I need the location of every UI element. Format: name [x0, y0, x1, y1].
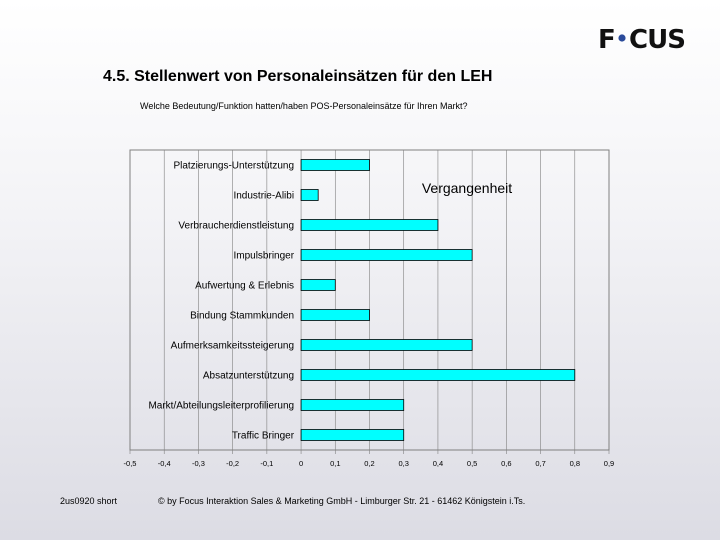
footer-doc-id: 2us0920 short: [60, 496, 118, 506]
logo-text-right: CUS: [629, 25, 685, 54]
bar: [300, 279, 336, 291]
x-tick-label: -0,1: [260, 459, 273, 468]
bar: [300, 249, 473, 261]
page-subtitle: Welche Bedeutung/Funktion hatten/haben P…: [140, 101, 468, 111]
bar: [300, 159, 370, 171]
x-tick-label: -0,4: [158, 459, 171, 468]
x-tick-label: 0,9: [604, 459, 614, 468]
category-label: Impulsbringer: [233, 251, 294, 262]
x-tick-label: 0,4: [433, 459, 443, 468]
logo-dot-icon: [618, 34, 626, 42]
focus-logo: F CUS: [598, 25, 686, 54]
footer-copyright: © by Focus Interaktion Sales & Marketing…: [158, 496, 526, 506]
x-tick-label: 0,8: [570, 459, 580, 468]
x-tick-label: -0,3: [192, 459, 205, 468]
category-label: Bindung Stammkunden: [190, 311, 294, 322]
x-tick-label: 0,6: [501, 459, 511, 468]
legend-label: Vergangenheit: [422, 180, 512, 196]
x-tick-label: 0,1: [330, 459, 340, 468]
category-label: Industrie-Alibi: [233, 191, 294, 202]
category-label: Absatzunterstützung: [203, 371, 294, 382]
bar: [300, 369, 576, 381]
category-label: Markt/Abteilungsleiterprofilierung: [148, 401, 294, 412]
x-tick-labels: -0,5 -0,4 -0,3 -0,2 -0,1 0 0,1 0,2 0,3 0,4 0,5 0,6 0…: [124, 459, 615, 468]
category-label: Platzierungs-Unterstützung: [173, 161, 294, 172]
bar: [300, 339, 473, 351]
category-label: Traffic Bringer: [232, 431, 295, 442]
logo-text-left: F: [598, 25, 615, 54]
category-label: Verbraucherdienstleistung: [178, 221, 294, 232]
bar: [300, 429, 405, 441]
page-title: 4.5. Stellenwert von Personaleinsätzen f…: [103, 68, 493, 85]
x-tick-label: 0,7: [535, 459, 545, 468]
x-tick-label: -0,2: [226, 459, 239, 468]
bar: [300, 399, 405, 411]
bar: [300, 219, 439, 231]
x-tick-label: 0: [299, 459, 303, 468]
x-tick-label: 0,2: [364, 459, 374, 468]
bar: [300, 309, 370, 321]
category-label: Aufwertung & Erlebnis: [195, 281, 294, 292]
bars: [300, 159, 576, 441]
category-label: Aufmerksamkeitssteigerung: [171, 341, 294, 352]
x-tick-label: 0,3: [398, 459, 408, 468]
bar: [300, 189, 319, 201]
category-labels: Platzierungs-Unterstützung Industrie-Alib…: [148, 161, 294, 442]
x-tick-label: -0,5: [124, 459, 137, 468]
x-tick-label: 0,5: [467, 459, 477, 468]
